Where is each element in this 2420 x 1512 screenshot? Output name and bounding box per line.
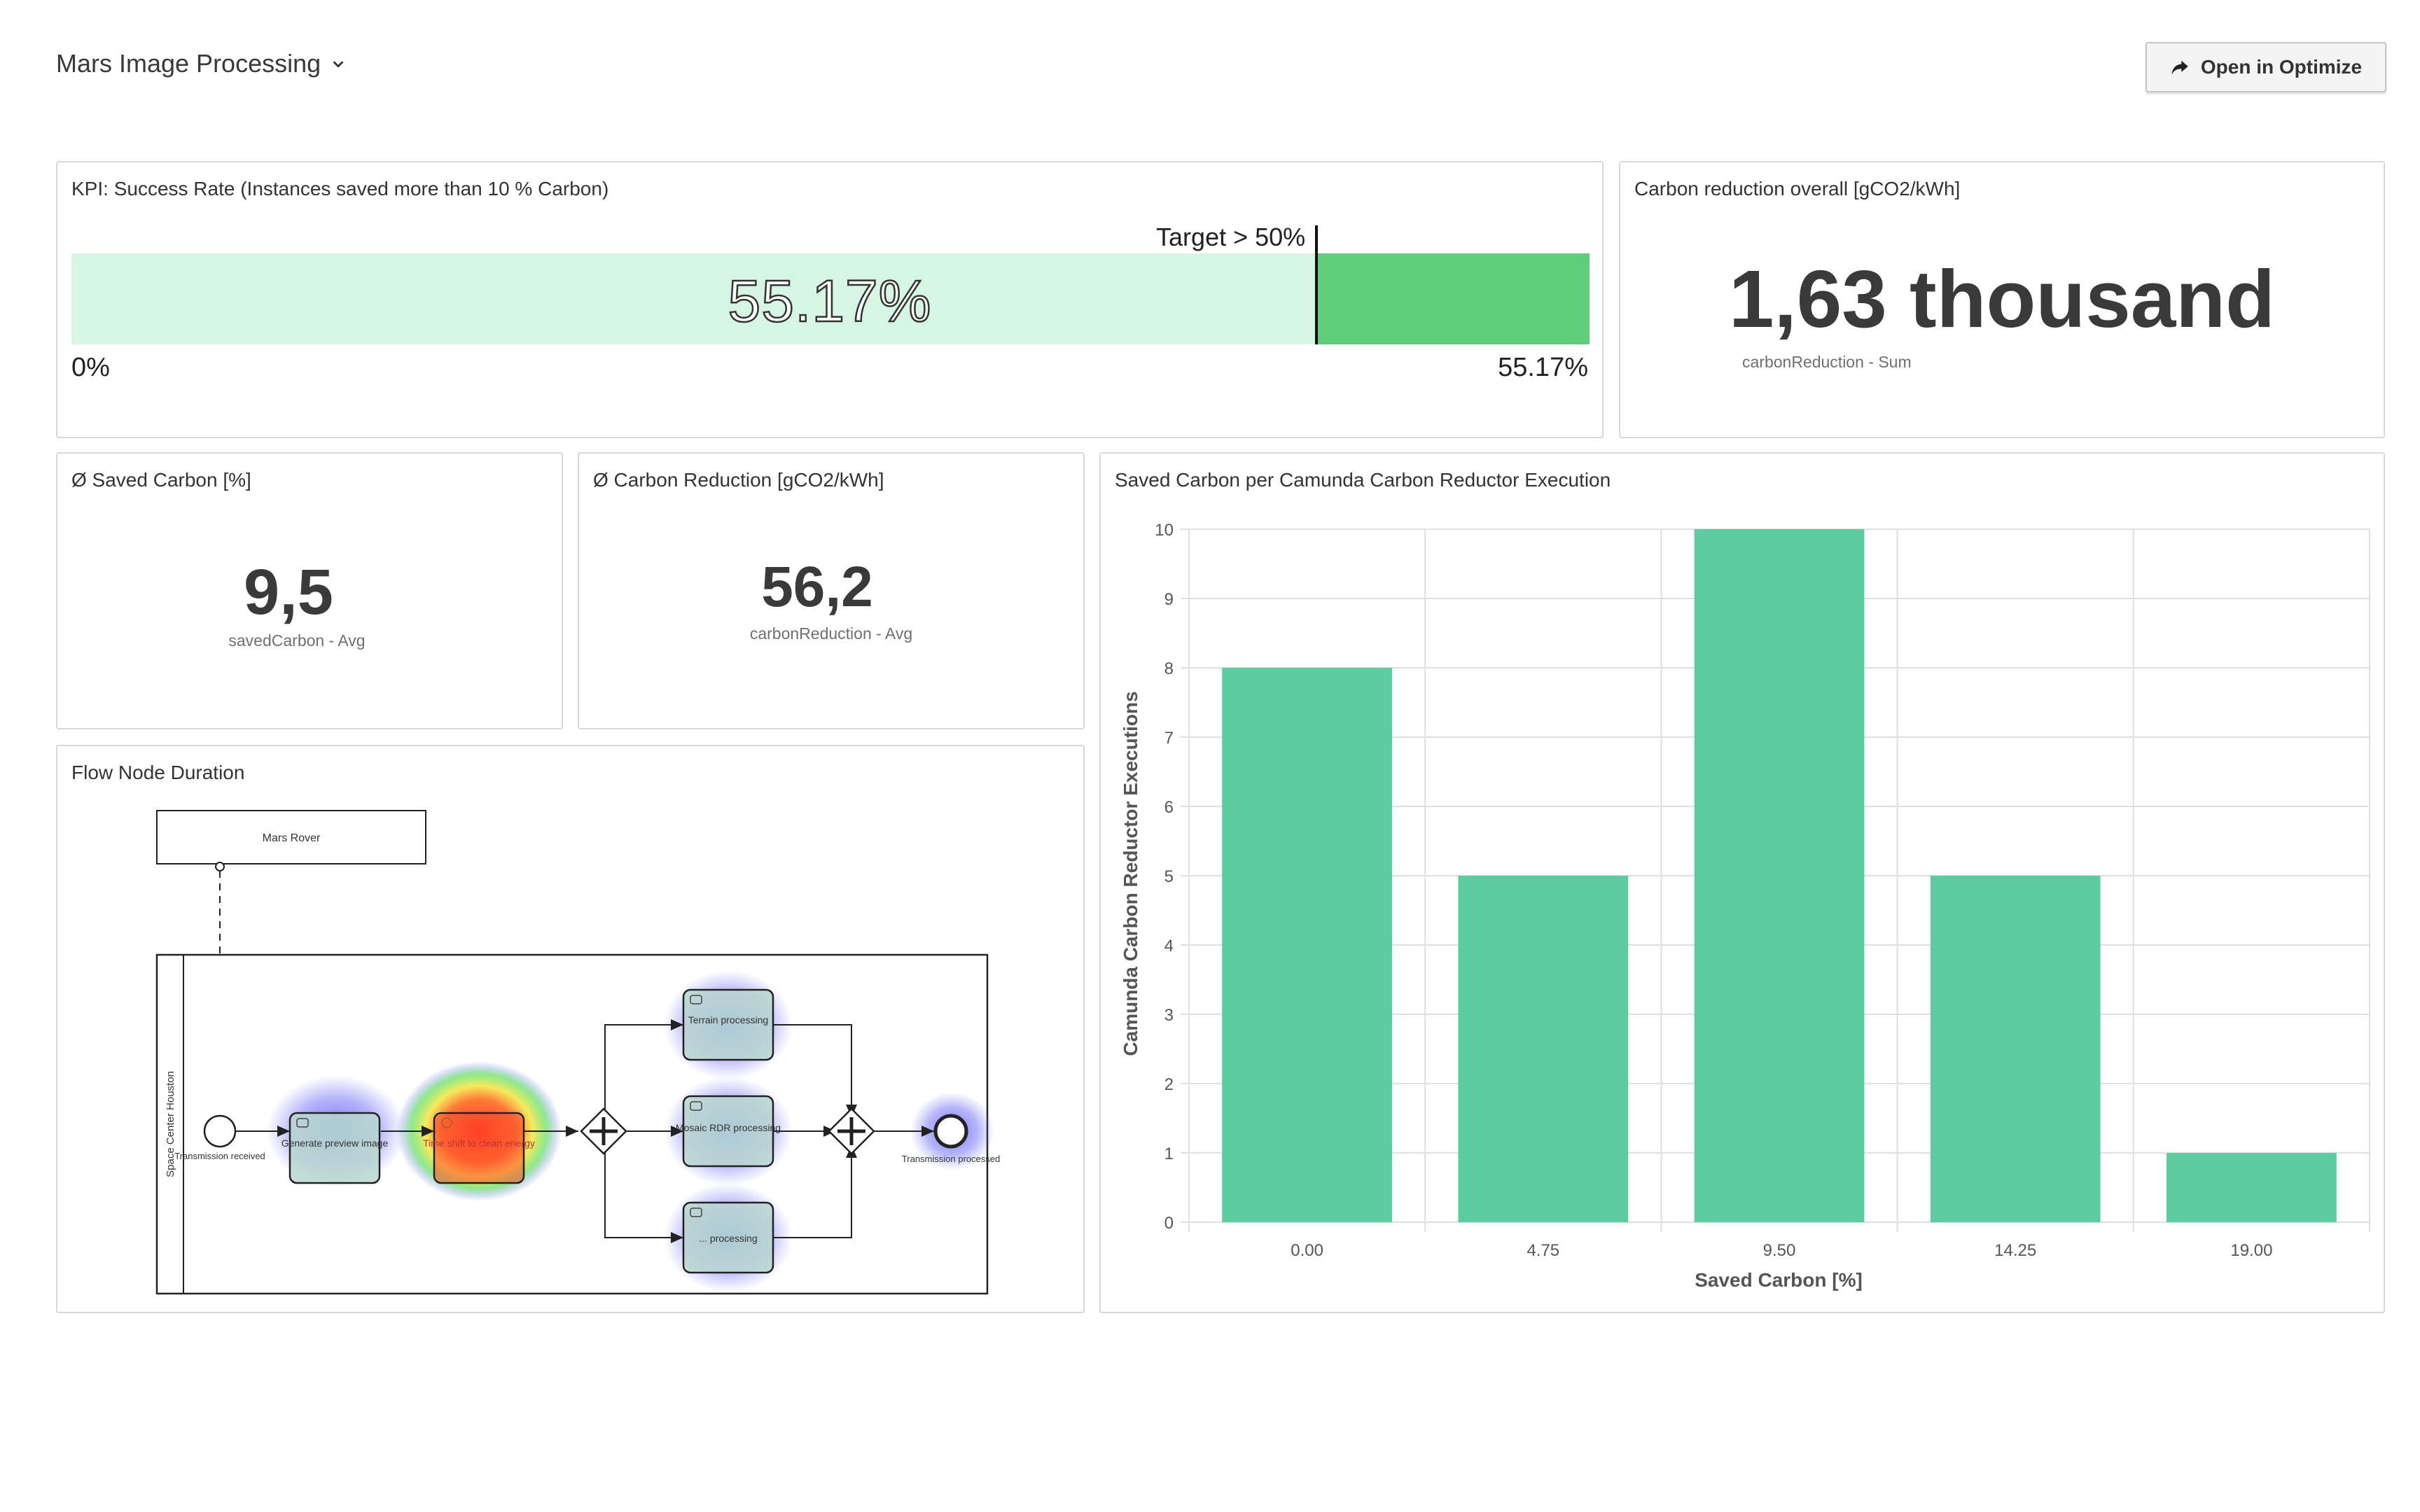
bar-chart: 0 1 2 3 4 5 6 7 8 9 10 0.00 4.75 9.50 14.25 19.00 Save…: [1120, 521, 2370, 1291]
chart-x-tick-label: 4.75: [1527, 1241, 1559, 1260]
service-task-icon: [690, 1101, 702, 1111]
bpmn-diagram: Mars Rover Space Center Houston Transmis…: [155, 810, 1000, 1295]
chart-bar[interactable]: [1694, 529, 1865, 1222]
flow-gateway-other: [604, 1131, 683, 1243]
chart-x-axis-label: Saved Carbon [%]: [1695, 1269, 1863, 1291]
saved-carbon-value: 9,5: [244, 556, 333, 628]
chart-y-tick-label: 7: [1164, 729, 1174, 748]
flow-node-duration-title: Flow Node Duration: [71, 762, 245, 783]
chart-y-tick-label: 6: [1164, 798, 1174, 817]
task-time-shift-label: Time shift to clean energy: [423, 1138, 535, 1149]
carbon-overall-value: 1,63 thousand: [1729, 253, 2275, 344]
service-task-icon: [296, 1118, 309, 1128]
chart-x-tick-label: 14.25: [1994, 1241, 2036, 1260]
end-event-label: Transmission processed: [902, 1154, 1000, 1164]
carbon-reduction-avg-title: Ø Carbon Reduction [gCO2/kWh]: [593, 469, 884, 491]
chart-y-tick-label: 8: [1164, 659, 1174, 678]
saved-carbon-subtitle: savedCarbon - Avg: [228, 631, 366, 650]
kpi-progress-fill: [1316, 253, 1590, 344]
start-event[interactable]: [203, 1114, 237, 1148]
carbon-reduction-avg-tile[interactable]: Ø Carbon Reduction [gCO2/kWh] 56,2 carbo…: [578, 452, 1085, 729]
saved-carbon-tile[interactable]: Ø Saved Carbon [%] 9,5 savedCarbon - Avg: [56, 452, 563, 729]
chevron-down-icon: [333, 61, 344, 68]
dashboard-title-text: Mars Image Processing: [56, 49, 321, 78]
chart-bar[interactable]: [1458, 876, 1629, 1222]
chart-y-tick-label: 5: [1164, 867, 1174, 886]
kpi-value: 55.17%: [727, 267, 932, 335]
chart-title: Saved Carbon per Camunda Carbon Reductor…: [1115, 469, 1611, 491]
task-terrain-processing[interactable]: [682, 988, 774, 1061]
chart-x-tick-label: 0.00: [1291, 1241, 1323, 1260]
parallel-gateway-join[interactable]: [828, 1107, 875, 1155]
carbon-reduction-avg-subtitle: carbonReduction - Avg: [749, 624, 913, 643]
chart-y-tick-label: 2: [1164, 1075, 1174, 1094]
chart-x-tick-label: 9.50: [1763, 1241, 1796, 1260]
start-event-label: Transmission received: [174, 1151, 265, 1161]
carbon-reduction-avg-value: 56,2: [761, 555, 873, 619]
task-other-processing[interactable]: [682, 1201, 774, 1274]
kpi-target-label: Target > 50%: [1156, 223, 1306, 251]
parallel-gateway-split[interactable]: [580, 1107, 627, 1155]
flow-other-join: [773, 1145, 857, 1238]
lane-label: Space Center Houston: [165, 1071, 176, 1177]
task-generate-preview-label: Generate preview image: [281, 1138, 389, 1149]
chart-y-tick-label: 1: [1164, 1144, 1174, 1163]
task-other-label: ... processing: [699, 1233, 757, 1244]
dashboard-title[interactable]: Mars Image Processing: [56, 49, 346, 78]
chart-bar[interactable]: [1930, 876, 2101, 1222]
chart-y-tick-label: 9: [1164, 590, 1174, 609]
kpi-target-marker: [1315, 225, 1319, 344]
message-flow-start: [215, 862, 225, 872]
kpi-min-label: 0%: [71, 353, 110, 382]
flow-node-duration-tile[interactable]: Flow Node Duration Mars Ro: [56, 745, 1085, 1313]
chart-y-tick-label: 3: [1164, 1006, 1174, 1025]
mars-rover-label: Mars Rover: [263, 832, 321, 844]
chart-y-tick-label: 4: [1164, 937, 1174, 955]
saved-carbon-title: Ø Saved Carbon [%]: [71, 469, 251, 491]
carbon-overall-subtitle: carbonReduction - Sum: [1742, 353, 1912, 371]
end-event[interactable]: [933, 1114, 968, 1149]
mars-rover-pool[interactable]: [156, 810, 426, 864]
flow-gateway-terrain: [604, 1019, 683, 1131]
share-arrow-icon: [2171, 60, 2188, 75]
open-in-optimize-label: Open in Optimize: [2200, 56, 2363, 78]
kpi-max-label: 55.17%: [1498, 353, 1588, 382]
chart-bar[interactable]: [1222, 668, 1392, 1222]
carbon-overall-tile[interactable]: Carbon reduction overall [gCO2/kWh] 1,63…: [1619, 161, 2385, 438]
chart-y-tick-label: 0: [1164, 1214, 1174, 1233]
kpi-title: KPI: Success Rate (Instances saved more …: [71, 178, 609, 200]
open-in-optimize-button[interactable]: Open in Optimize: [2146, 42, 2386, 92]
task-time-shift[interactable]: [433, 1112, 525, 1184]
task-generate-preview[interactable]: [288, 1112, 381, 1184]
saved-carbon-chart-tile[interactable]: Saved Carbon per Camunda Carbon Reductor…: [1099, 452, 2385, 1313]
flow-terrain-join: [773, 1024, 857, 1117]
task-terrain-label: Terrain processing: [688, 1014, 768, 1026]
carbon-overall-title: Carbon reduction overall [gCO2/kWh]: [1634, 178, 1961, 200]
service-task-icon: [690, 995, 702, 1004]
task-mosaic-label: Mosaic RDR processing: [676, 1122, 781, 1133]
chart-y-tick-label: 10: [1155, 521, 1174, 540]
service-task-icon: [690, 1208, 702, 1217]
chart-y-axis-label: Camunda Carbon Reductor Executions: [1120, 691, 1141, 1056]
chart-x-tick-label: 19.00: [2230, 1241, 2272, 1260]
chart-bar[interactable]: [2167, 1153, 2337, 1222]
timer-icon: [441, 1117, 452, 1128]
task-mosaic-processing[interactable]: [682, 1095, 774, 1168]
kpi-success-rate-tile[interactable]: KPI: Success Rate (Instances saved more …: [56, 161, 1604, 438]
